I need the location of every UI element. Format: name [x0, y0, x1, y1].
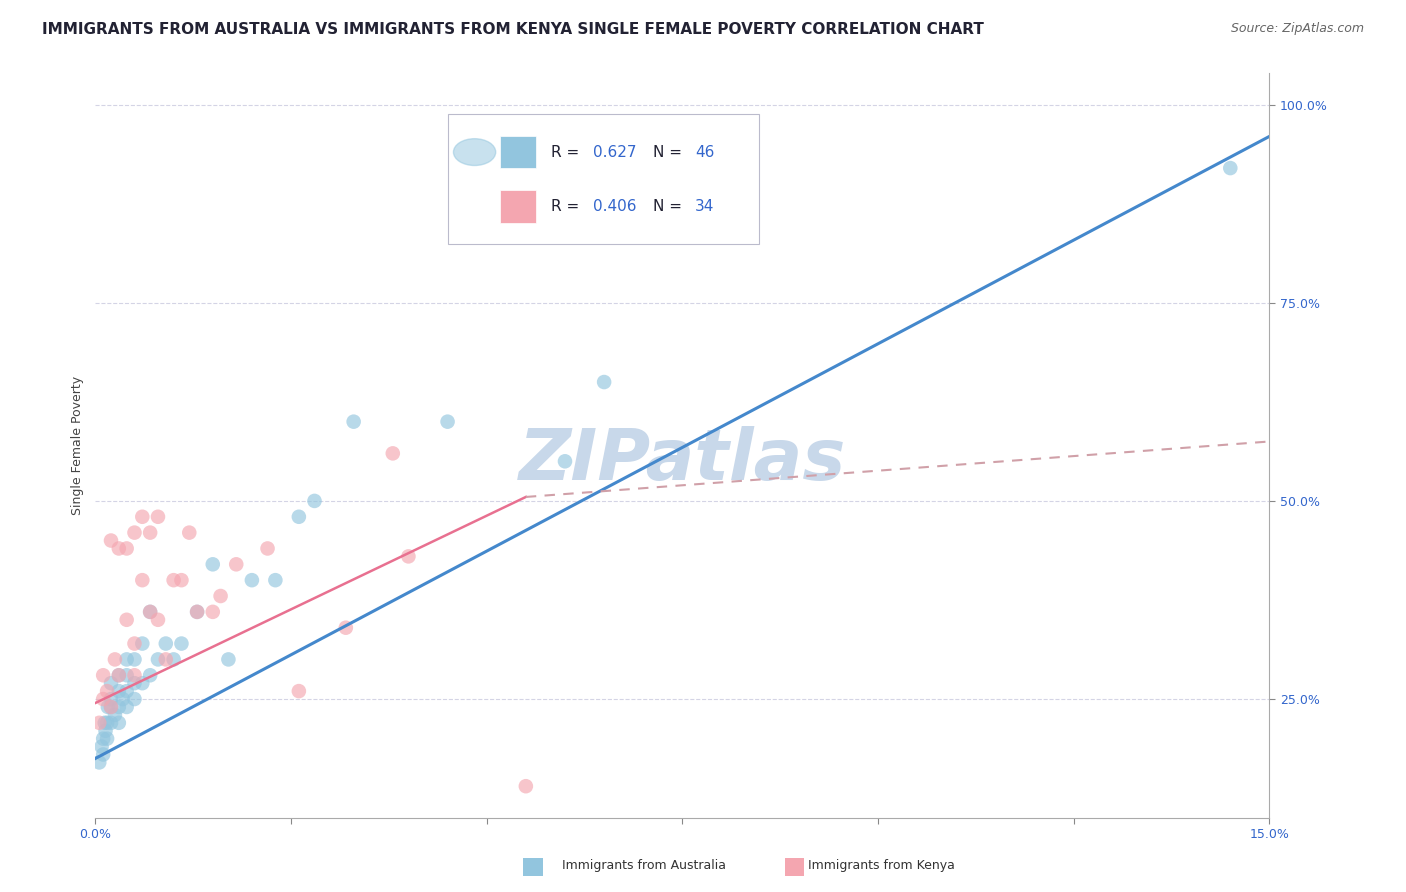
Point	[100, 676, 122, 690]
Point	[100, 533, 122, 548]
Text: 34: 34	[696, 199, 714, 214]
Point	[124, 525, 146, 540]
Point	[139, 605, 162, 619]
Point	[108, 715, 131, 730]
Point	[111, 692, 134, 706]
Point	[343, 415, 366, 429]
Point	[146, 652, 169, 666]
Point	[209, 589, 232, 603]
Point	[554, 454, 576, 468]
Point	[96, 731, 118, 746]
Point	[186, 605, 208, 619]
Text: Immigrants from Kenya: Immigrants from Kenya	[808, 859, 955, 872]
Point	[170, 636, 193, 650]
Point	[108, 668, 131, 682]
Point	[124, 652, 146, 666]
Point	[124, 668, 146, 682]
Point	[131, 676, 153, 690]
Point	[94, 723, 117, 738]
Point	[108, 668, 131, 682]
Point	[139, 668, 162, 682]
Point	[115, 700, 138, 714]
Point	[240, 573, 263, 587]
Point	[436, 415, 458, 429]
Point	[335, 621, 357, 635]
Text: R =: R =	[551, 145, 583, 160]
Text: 0.406: 0.406	[593, 199, 637, 214]
Point	[170, 573, 193, 587]
Point	[124, 636, 146, 650]
Point	[91, 747, 114, 762]
Point	[115, 668, 138, 682]
Point	[91, 692, 114, 706]
Circle shape	[454, 138, 496, 166]
Point	[124, 692, 146, 706]
Point	[90, 739, 112, 754]
Text: Immigrants from Australia: Immigrants from Australia	[562, 859, 727, 872]
Y-axis label: Single Female Poverty: Single Female Poverty	[72, 376, 84, 515]
Text: IMMIGRANTS FROM AUSTRALIA VS IMMIGRANTS FROM KENYA SINGLE FEMALE POVERTY CORRELA: IMMIGRANTS FROM AUSTRALIA VS IMMIGRANTS …	[42, 22, 984, 37]
Point	[124, 676, 146, 690]
Point	[115, 652, 138, 666]
FancyBboxPatch shape	[447, 114, 759, 244]
Text: 46: 46	[696, 145, 714, 160]
Text: R =: R =	[551, 199, 583, 214]
Point	[108, 700, 131, 714]
Point	[100, 700, 122, 714]
Point	[91, 731, 114, 746]
Point	[108, 541, 131, 556]
Point	[104, 652, 127, 666]
Point	[162, 573, 184, 587]
Point	[304, 494, 326, 508]
FancyBboxPatch shape	[501, 190, 536, 223]
Point	[381, 446, 404, 460]
Point	[89, 715, 111, 730]
Point	[139, 525, 162, 540]
Point	[131, 636, 153, 650]
Point	[396, 549, 419, 564]
Point	[146, 613, 169, 627]
Point	[162, 652, 184, 666]
Point	[515, 779, 537, 793]
Point	[146, 509, 169, 524]
Point	[93, 715, 115, 730]
Point	[593, 375, 616, 389]
Text: Source: ZipAtlas.com: Source: ZipAtlas.com	[1230, 22, 1364, 36]
Point	[115, 613, 138, 627]
Point	[201, 605, 224, 619]
Text: N =: N =	[652, 145, 688, 160]
Point	[104, 707, 127, 722]
Point	[201, 558, 224, 572]
Point	[179, 525, 201, 540]
Point	[108, 684, 131, 698]
Point	[288, 684, 311, 698]
Point	[100, 715, 122, 730]
Point	[225, 558, 247, 572]
Point	[115, 684, 138, 698]
Text: 0.627: 0.627	[593, 145, 637, 160]
Point	[96, 715, 118, 730]
Point	[217, 652, 239, 666]
Point	[139, 605, 162, 619]
Point	[115, 541, 138, 556]
Point	[96, 684, 118, 698]
Point	[91, 668, 114, 682]
Text: N =: N =	[652, 199, 688, 214]
Point	[288, 509, 311, 524]
Point	[264, 573, 287, 587]
Point	[100, 692, 122, 706]
Point	[100, 700, 122, 714]
Point	[89, 756, 111, 770]
FancyBboxPatch shape	[501, 136, 536, 169]
Point	[1219, 161, 1241, 175]
Point	[256, 541, 278, 556]
Point	[155, 652, 177, 666]
Point	[97, 700, 120, 714]
Point	[131, 509, 153, 524]
Text: ZIPatlas: ZIPatlas	[519, 425, 846, 495]
Point	[131, 573, 153, 587]
Point	[155, 636, 177, 650]
Point	[186, 605, 208, 619]
